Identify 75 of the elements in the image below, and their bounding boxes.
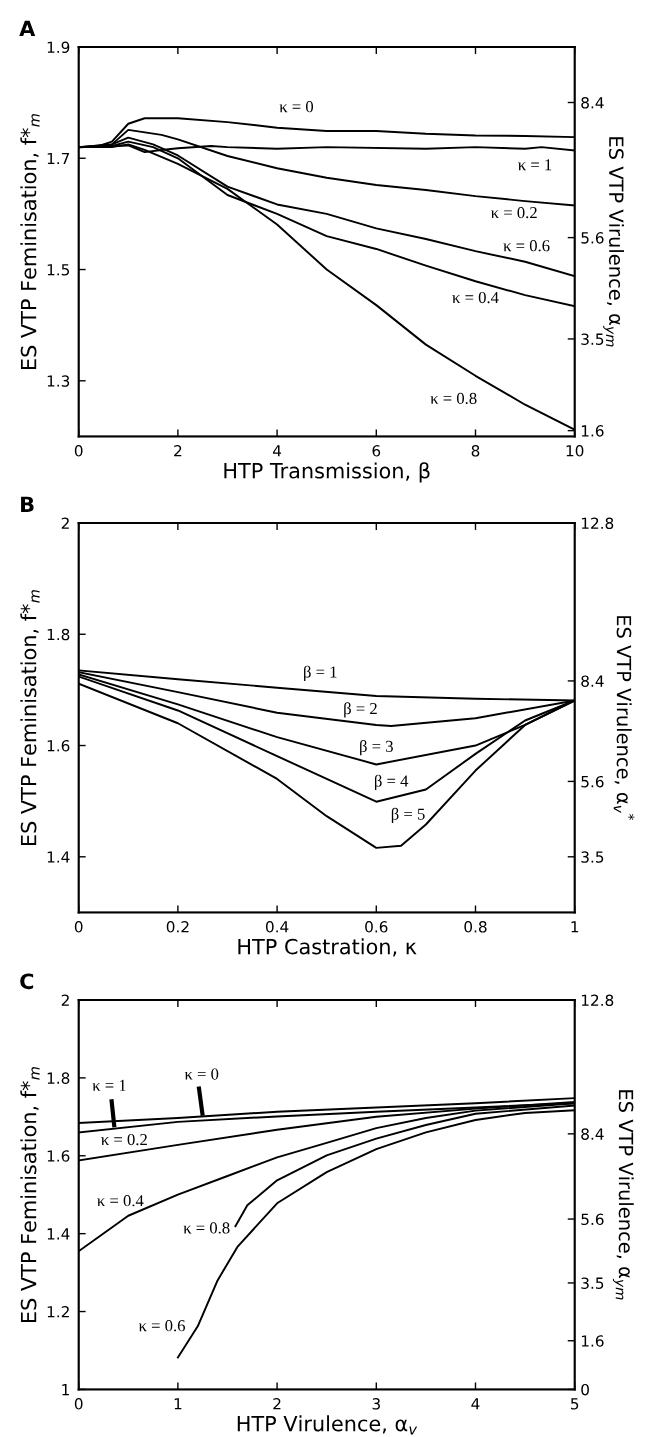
y-tick-label: 1.5 <box>47 264 70 276</box>
x-axis-title: HTP Transmission, β <box>224 462 430 483</box>
x-tick-label: 1 <box>174 1398 182 1410</box>
y2-axis-title: ES VTP Virulence, α$_{ym}$ <box>612 1090 634 1300</box>
y2-tick-label: 5.6 <box>581 775 604 788</box>
x-tick-label: 4 <box>471 1398 480 1410</box>
y-tick-label: 1.9 <box>47 41 70 54</box>
annotation: κ = 0.2 <box>101 1133 147 1146</box>
y-axis-title: ES VTP Feminisation, f*$_{m}$ <box>20 590 40 846</box>
annotation: β = 1 <box>304 665 337 681</box>
x-tick-label: 0.6 <box>365 921 388 933</box>
x-tick-label: 0.8 <box>464 921 487 933</box>
x-tick-label: 8 <box>471 445 480 457</box>
x-tick-label: 0.2 <box>166 921 189 933</box>
x-tick-label: 0 <box>74 445 83 457</box>
y-tick-label: 1.8 <box>47 1072 70 1084</box>
annotation: β = 3 <box>360 740 393 756</box>
y-tick-label: 1.6 <box>47 1150 70 1162</box>
x-tick-label: 4 <box>272 445 282 457</box>
y2-tick-label: 1.6 <box>581 425 604 437</box>
y2-tick-label: 0 <box>581 1383 589 1396</box>
x-axis-title: HTP Virulence, α$_{v}$ <box>237 1415 418 1435</box>
annotation: κ = 0 <box>184 1068 219 1080</box>
y2-tick-label: 1.6 <box>581 1335 604 1347</box>
annotation: β = 4 <box>374 774 409 790</box>
x-tick-label: 6 <box>372 445 381 457</box>
y-tick-label: 1.7 <box>47 152 70 165</box>
y-tick-label: 1.6 <box>47 740 70 752</box>
annotation: κ = 1 <box>92 1079 126 1091</box>
y2-tick-label: 3.5 <box>581 333 604 345</box>
y-tick-label: 1.4 <box>47 851 70 863</box>
x-tick-label: 1 <box>571 921 579 933</box>
y2-tick-label: 3.5 <box>581 1277 604 1289</box>
y-tick-label: 1.3 <box>47 375 70 387</box>
y2-axis-title: ES VTP Virulence, α$_{ym}$ <box>603 137 624 347</box>
x-tick-label: 0 <box>74 921 83 933</box>
annotation: κ = 0.8 <box>430 392 477 405</box>
y2-tick-label: 8.4 <box>581 675 604 687</box>
y-tick-label: 2 <box>61 994 69 1006</box>
x-axis-title: HTP Castration, κ <box>238 938 417 957</box>
chart-title: B <box>21 496 34 512</box>
annotation: κ = 0.8 <box>183 1222 230 1234</box>
chart-title: A <box>19 20 36 36</box>
y2-tick-label: 5.6 <box>581 1213 604 1226</box>
annotation: β = 2 <box>344 702 377 718</box>
y-tick-label: 1.8 <box>47 628 70 641</box>
y2-tick-label: 12.8 <box>581 994 614 1007</box>
y2-tick-label: 5.6 <box>581 232 604 244</box>
y2-axis-title: ES VTP Virulence, α$_{v}$$^{*}$ <box>613 616 635 821</box>
x-tick-label: 10 <box>566 445 584 457</box>
x-tick-label: 3 <box>372 1398 380 1410</box>
annotation: κ = 0 <box>279 101 314 113</box>
y-tick-label: 1 <box>62 1384 69 1396</box>
annotation: κ = 0.4 <box>97 1195 144 1207</box>
y-axis-title: ES VTP Feminisation, f*$_{m}$ <box>20 114 40 370</box>
y-tick-label: 2 <box>61 517 69 529</box>
x-tick-label: 0.4 <box>265 921 289 933</box>
x-tick-label: 2 <box>273 1398 281 1410</box>
y2-tick-label: 12.8 <box>581 517 614 530</box>
x-tick-label: 0 <box>74 1398 83 1410</box>
y-tick-label: 1.2 <box>47 1306 69 1318</box>
annotation: β = 5 <box>391 807 425 824</box>
y2-tick-label: 8.4 <box>581 1128 604 1140</box>
y-axis-title: ES VTP Feminisation, f*$_{m}$ <box>20 1067 40 1323</box>
annotation: κ = 0.2 <box>491 206 537 219</box>
chart-title: C <box>20 973 34 990</box>
y2-tick-label: 8.4 <box>581 96 604 109</box>
annotation: κ = 0.4 <box>452 291 499 304</box>
y-tick-label: 1.4 <box>47 1228 70 1240</box>
annotation: κ = 1 <box>518 159 552 171</box>
annotation: κ = 0.6 <box>138 1320 185 1332</box>
annotation: κ = 0.6 <box>503 240 550 252</box>
x-tick-label: 2 <box>174 445 182 457</box>
x-tick-label: 5 <box>571 1398 579 1410</box>
y2-tick-label: 3.5 <box>581 851 604 863</box>
